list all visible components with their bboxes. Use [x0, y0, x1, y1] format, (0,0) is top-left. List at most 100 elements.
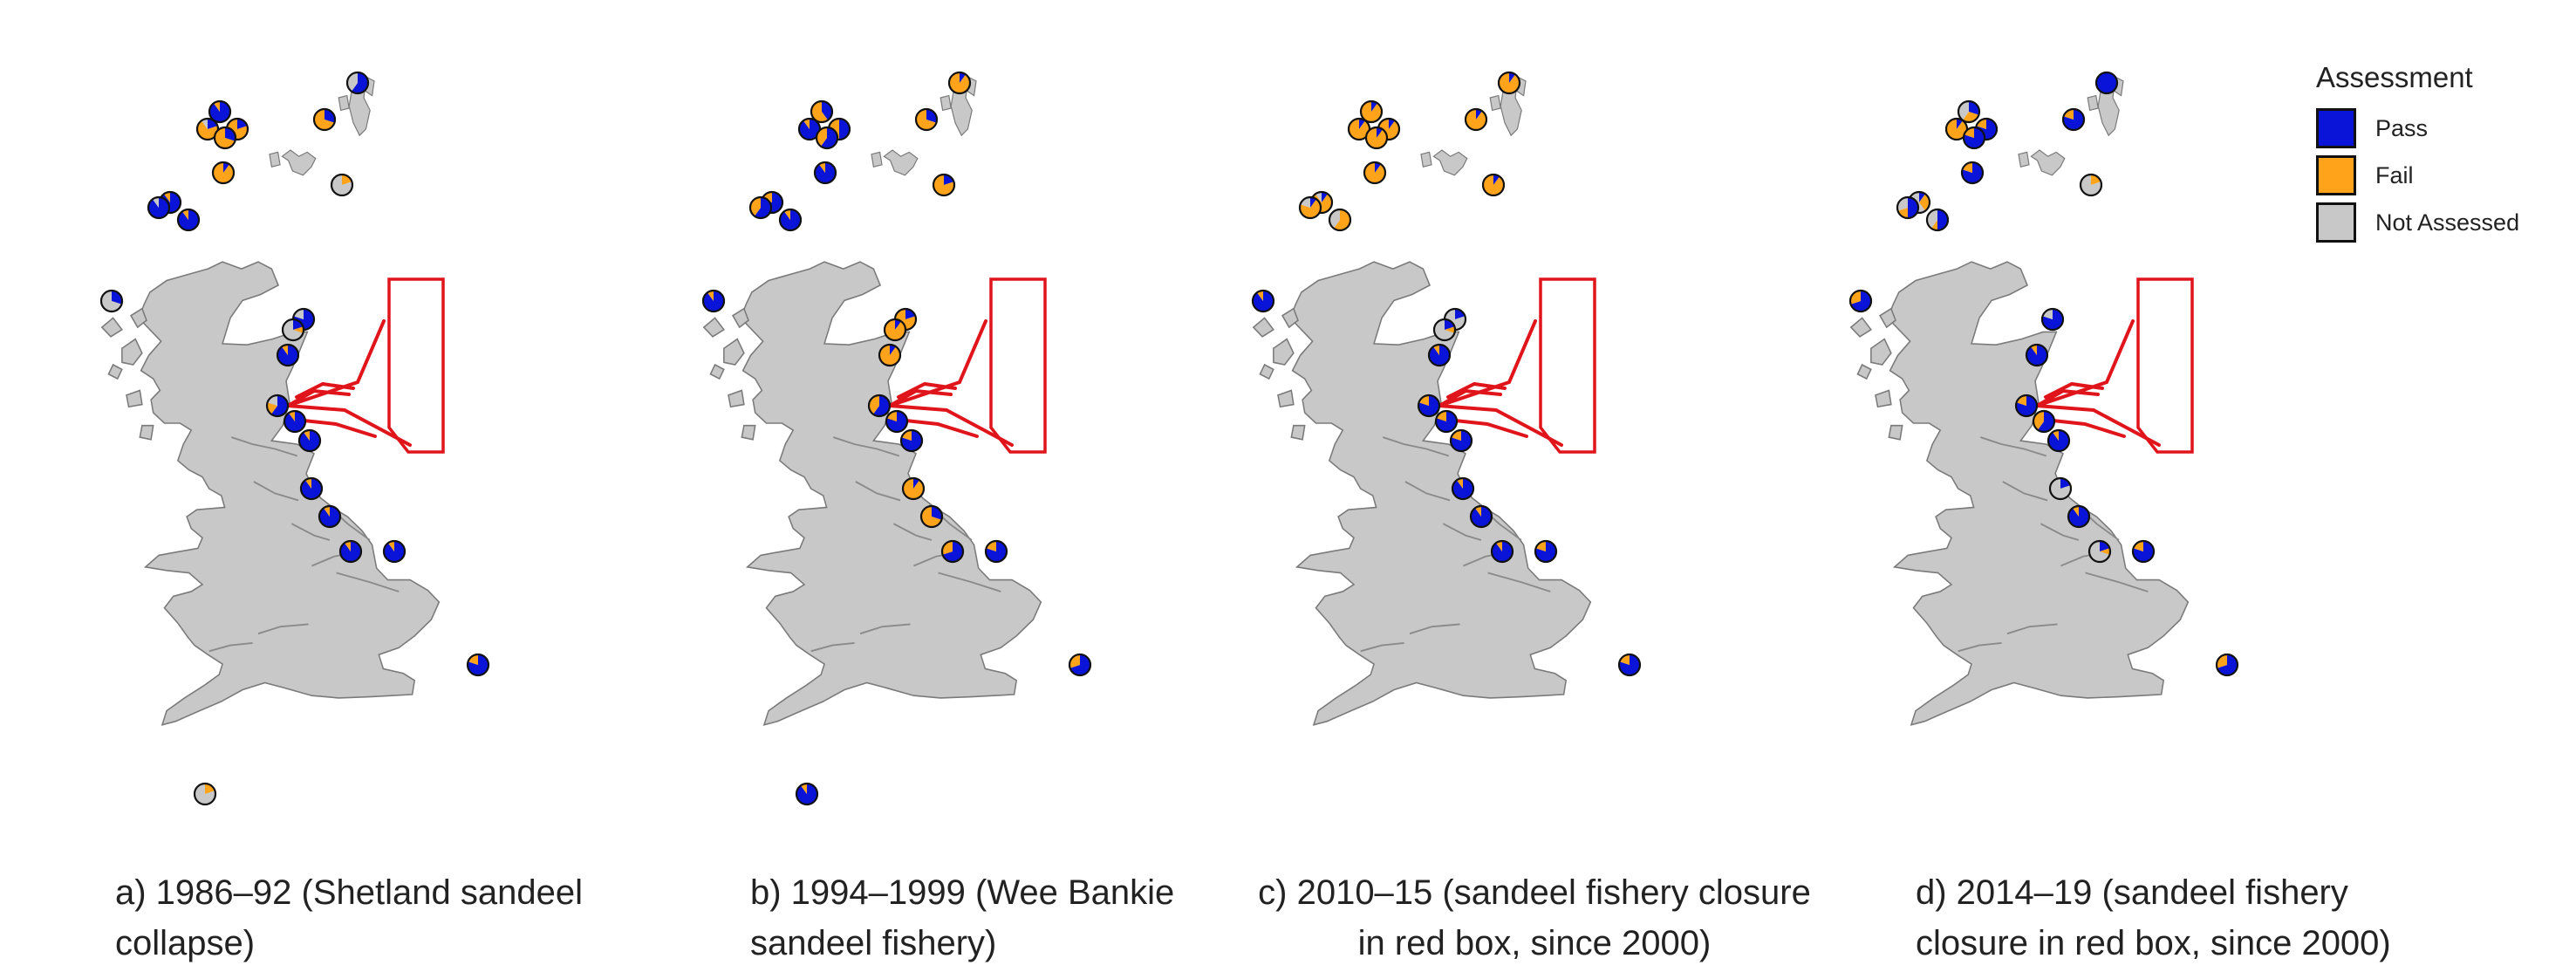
- pie-slice-fail: [886, 411, 897, 421]
- pie-outline: [1451, 476, 1475, 501]
- pie-outline: [932, 173, 956, 197]
- site-pie-east-anglia: [1068, 653, 1092, 677]
- pie-outline: [312, 107, 337, 132]
- pie-outline: [208, 99, 232, 124]
- pie-slice-fail: [313, 109, 335, 130]
- site-pie-fair-isle: [1481, 173, 1506, 197]
- pie-slice-pass: [1908, 197, 1918, 218]
- site-pie-coquet: [1469, 504, 1493, 529]
- pie-slice-fail: [387, 541, 394, 551]
- site-pie-buchan-s: [1432, 318, 1457, 342]
- site-pie-bempton: [984, 539, 1008, 564]
- foraging-tracks: [286, 319, 412, 447]
- site-pie-isle-of-may: [899, 428, 924, 453]
- pie-slice-pass: [703, 291, 725, 312]
- pie-slice-na: [331, 175, 352, 196]
- site-pie-bempton: [382, 539, 407, 564]
- pie-outline: [914, 107, 939, 132]
- pie-slice-pass: [2060, 478, 2071, 489]
- sandeel-closure-box: [989, 277, 1047, 454]
- pie-slice-fail: [915, 109, 937, 130]
- pie-outline: [885, 409, 909, 434]
- pie-slice-pass: [225, 127, 236, 141]
- site-pie-farnes: [299, 476, 324, 501]
- pie-slice-fail: [196, 120, 218, 140]
- site-pie-shetland-s: [1363, 161, 1387, 185]
- pie-outline: [1957, 99, 1981, 124]
- pie-slice-na: [201, 119, 208, 129]
- site-pie-coquet: [2067, 504, 2091, 529]
- site-pie-caithness: [1848, 289, 1873, 313]
- pie-slice-pass: [209, 101, 231, 122]
- pie-slice-fail: [707, 291, 714, 301]
- site-pie-orkney-c: [147, 195, 171, 220]
- site-pie-coquet: [919, 504, 944, 529]
- pie-slice-na: [1897, 197, 1908, 211]
- pie-outline: [1464, 107, 1488, 132]
- legend-title: Assessment: [2316, 61, 2473, 93]
- pie-outline: [1427, 343, 1452, 367]
- foraging-tracks: [2035, 319, 2161, 447]
- site-pie-orkney-c: [1298, 195, 1322, 220]
- pie-slice-fail: [1897, 208, 1908, 218]
- pie-outline: [265, 394, 290, 418]
- pie-outline: [2131, 539, 2156, 564]
- site-pie-aberdeen: [276, 343, 300, 367]
- pie-outline: [466, 653, 490, 677]
- pie-slice-fail: [818, 162, 825, 173]
- pie-slice-fail: [323, 506, 330, 517]
- pie-outline: [2040, 307, 2065, 332]
- pie-slice-fail: [163, 192, 170, 202]
- caption-c-line2: in red box, since 2000): [1357, 924, 1712, 962]
- pie-outline: [211, 161, 236, 185]
- site-pie-orkney-e: [778, 208, 803, 232]
- pie-slice-fail: [468, 654, 478, 665]
- pie-slice-pass: [1359, 119, 1366, 129]
- pie-slice-fail: [1495, 541, 1502, 551]
- pie-slice-pass: [340, 540, 362, 563]
- pie-outline: [899, 428, 924, 453]
- pie-slice-pass: [754, 197, 772, 218]
- pie-slice-pass: [468, 654, 489, 675]
- site-pie-shetland-s: [211, 161, 236, 185]
- site-pie-caithness: [99, 289, 124, 313]
- pie-slice-na: [1315, 192, 1322, 202]
- pie-outline: [813, 161, 837, 185]
- pie-slice-fail: [342, 175, 352, 185]
- legend-label-fail: Fail: [2375, 161, 2414, 188]
- pie-outline: [1497, 71, 1521, 95]
- pie-slice-pass: [1310, 197, 1317, 208]
- legend-label-not-assessed: Not Assessed: [2375, 209, 2520, 236]
- pie-slice-pass: [1493, 175, 1500, 185]
- pie-outline: [297, 428, 322, 453]
- site-pie-farnes: [1451, 476, 1475, 501]
- site-pie-isle-of-may: [1449, 428, 1473, 453]
- pie-slice-fail: [1482, 175, 1504, 196]
- pie-slice-fail: [901, 430, 912, 441]
- pie-slice-pass: [223, 162, 230, 173]
- site-pie-montrose: [867, 394, 892, 418]
- pie-slice-fail: [181, 209, 188, 220]
- pie-slice-pass: [1418, 395, 1440, 417]
- site-pie-east-anglia: [2215, 653, 2239, 677]
- pie-slice-fail: [1363, 162, 1385, 183]
- pie-slice-pass: [1535, 541, 1557, 563]
- site-pie-orkney-e: [176, 208, 201, 232]
- pie-slice-pass: [1476, 109, 1483, 120]
- pie-slice-pass: [1969, 101, 1979, 115]
- pie-outline: [281, 318, 305, 342]
- pie-slice-pass: [284, 411, 306, 433]
- pie-slice-pass: [208, 119, 218, 129]
- pie-slice-pass: [1429, 345, 1451, 366]
- site-pie-buchan: [2040, 307, 2065, 332]
- pie-outline: [1449, 428, 1473, 453]
- pie-slice-pass: [325, 109, 335, 123]
- pie-slice-pass: [2068, 506, 2090, 527]
- pie-outline: [1490, 539, 1514, 564]
- site-pie-montrose: [1417, 394, 1441, 418]
- pie-slice-pass: [1964, 127, 1985, 148]
- pie-slice-pass: [1509, 72, 1516, 83]
- pie-slice-pass: [2037, 411, 2055, 433]
- pie-slice-na: [1433, 319, 1455, 340]
- pie-slice-fail: [783, 209, 790, 220]
